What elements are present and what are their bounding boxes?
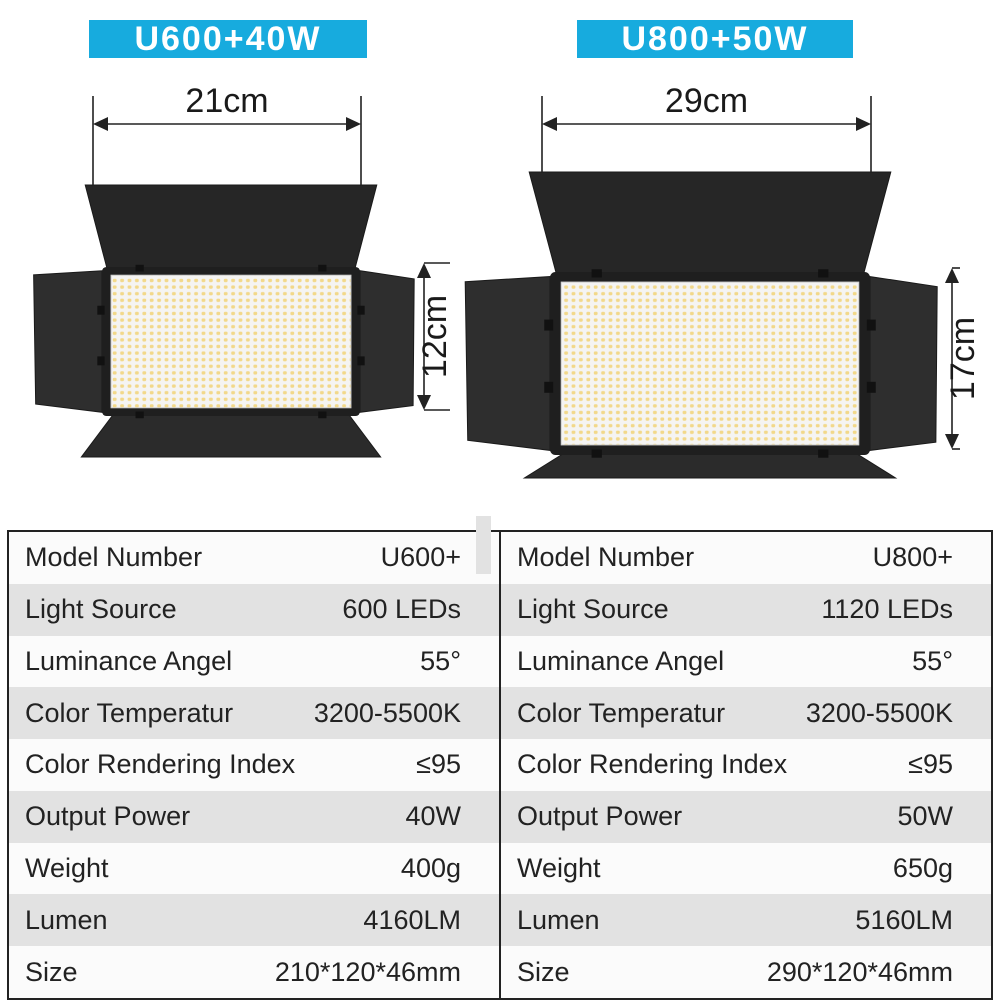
svg-text:17cm: 17cm [944, 317, 982, 400]
svg-text:12cm: 12cm [416, 295, 454, 378]
svg-text:29cm: 29cm [665, 82, 748, 120]
svg-text:21cm: 21cm [185, 82, 268, 120]
